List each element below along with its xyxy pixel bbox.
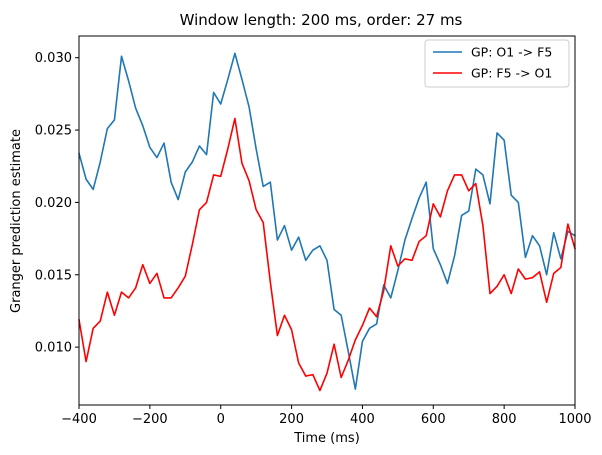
series-layer xyxy=(78,52,576,392)
x-tick-label: 800 xyxy=(492,412,517,427)
plot-area xyxy=(78,35,576,406)
x-tick-label: 0 xyxy=(217,412,225,427)
legend-label-o1-f5: GP: O1 -> F5 xyxy=(471,45,552,60)
series-line-0 xyxy=(78,52,576,390)
x-axis-title: Time (ms) xyxy=(293,431,360,446)
x-tick-label: 600 xyxy=(421,412,446,427)
y-tick-label: 0.015 xyxy=(35,268,72,283)
chart-title: Window length: 200 ms, order: 27 ms xyxy=(180,11,463,29)
x-axis: −400 −200 0 200 400 600 800 1000 xyxy=(61,405,592,427)
series-line-1 xyxy=(78,117,576,392)
y-axis: 0.010 0.015 0.020 0.025 0.030 xyxy=(35,51,79,356)
x-tick-label: 200 xyxy=(279,412,304,427)
y-tick-label: 0.030 xyxy=(35,51,72,66)
x-tick-label: 1000 xyxy=(558,412,591,427)
y-tick-label: 0.010 xyxy=(35,341,72,356)
legend-label-f5-o1: GP: F5 -> O1 xyxy=(471,66,552,81)
x-tick-label: −200 xyxy=(132,412,168,427)
x-tick-label: −400 xyxy=(61,412,97,427)
axes-frame xyxy=(78,35,576,406)
y-axis-title: Granger prediction estimate xyxy=(9,129,24,313)
legend: GP: O1 -> F5 GP: F5 -> O1 xyxy=(424,39,570,88)
y-tick-label: 0.020 xyxy=(35,196,72,211)
x-tick-label: 400 xyxy=(350,412,375,427)
y-tick-label: 0.025 xyxy=(35,124,72,139)
